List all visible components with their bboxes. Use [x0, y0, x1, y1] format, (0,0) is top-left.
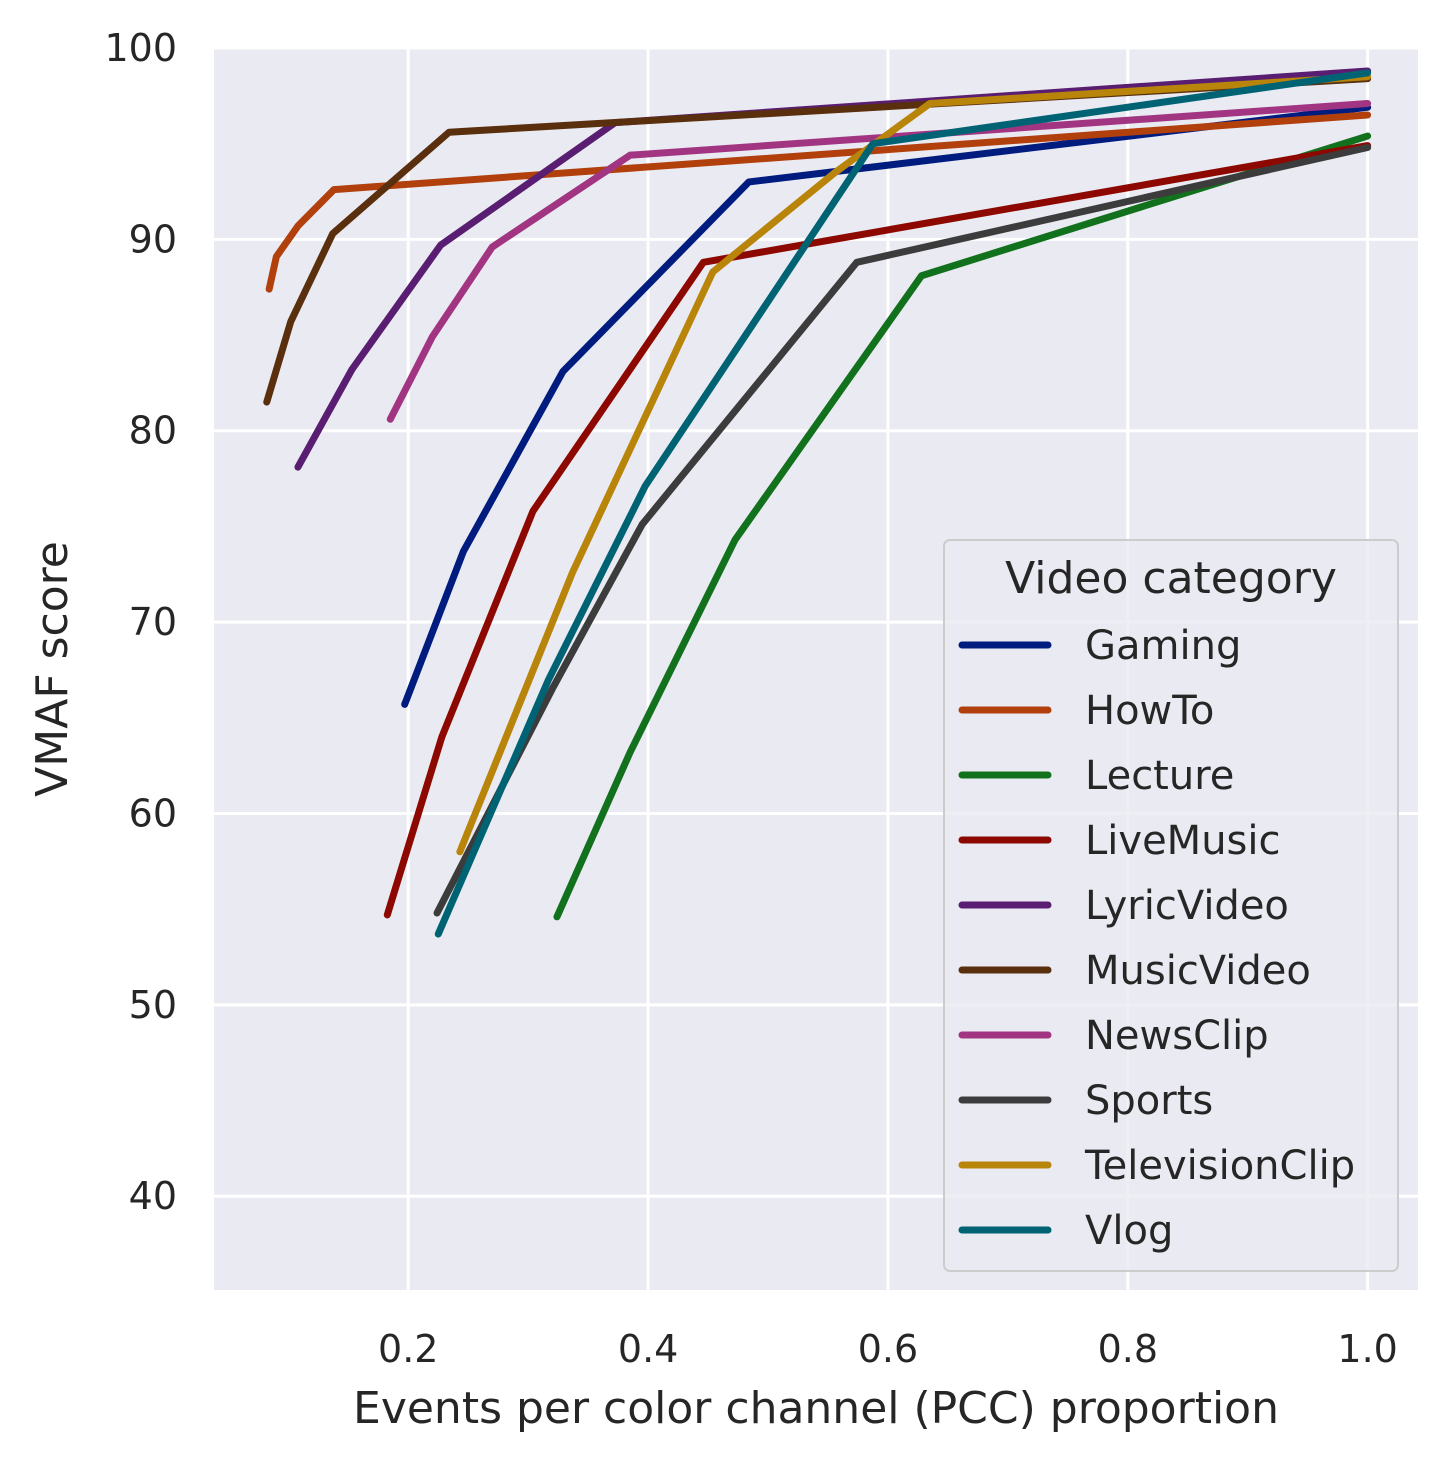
series-line-livemusic [383, 142, 1372, 919]
series-line-lecture [553, 132, 1372, 921]
x-tick-label: 0.4 [618, 1327, 678, 1371]
y-tick-label: 40 [129, 1174, 177, 1218]
y-axis-label: VMAF score [27, 541, 78, 797]
series-lines [263, 67, 1372, 938]
legend-label: LiveMusic [1085, 818, 1281, 864]
legend-label: HowTo [1085, 688, 1214, 734]
y-tick-label: 90 [129, 217, 177, 261]
legend-label: NewsClip [1085, 1013, 1269, 1059]
y-tick-label: 60 [129, 791, 177, 835]
y-tick-label: 100 [104, 26, 177, 70]
legend-box [943, 539, 1399, 1272]
y-tick-label: 80 [129, 409, 177, 453]
legend-label: LyricVideo [1085, 883, 1289, 929]
legend-title: Video category [1005, 553, 1337, 604]
legend: Video category Gaming HowTo Lecture LiveMus… [943, 539, 1399, 1272]
series-line-musicvideo [263, 75, 1372, 406]
series-line-gaming [401, 103, 1372, 708]
series-line-televisionclip [456, 73, 1372, 856]
series-line-newsclip [386, 99, 1372, 423]
x-axis-label: Events per color channel (PCC) proportio… [353, 1383, 1279, 1434]
legend-label: Lecture [1085, 753, 1234, 799]
y-tick-label: 50 [129, 983, 177, 1027]
x-tick-label: 0.6 [858, 1327, 918, 1371]
legend-label: Gaming [1085, 623, 1241, 669]
x-tick-label: 1.0 [1337, 1327, 1397, 1371]
legend-label: MusicVideo [1085, 948, 1311, 994]
legend-label: Sports [1085, 1078, 1213, 1124]
legend-label: TelevisionClip [1084, 1143, 1355, 1189]
series-line-howto [265, 111, 1372, 293]
series-line-vlog [434, 69, 1372, 938]
legend-label: Vlog [1085, 1208, 1173, 1254]
x-axis-ticks: 0.2 0.4 0.6 0.8 1.0 [378, 1327, 1398, 1371]
y-tick-label: 70 [129, 600, 177, 644]
y-axis-ticks: 40 50 60 70 80 90 100 [104, 26, 177, 1218]
x-tick-label: 0.8 [1098, 1327, 1158, 1371]
x-tick-label: 0.2 [378, 1327, 438, 1371]
